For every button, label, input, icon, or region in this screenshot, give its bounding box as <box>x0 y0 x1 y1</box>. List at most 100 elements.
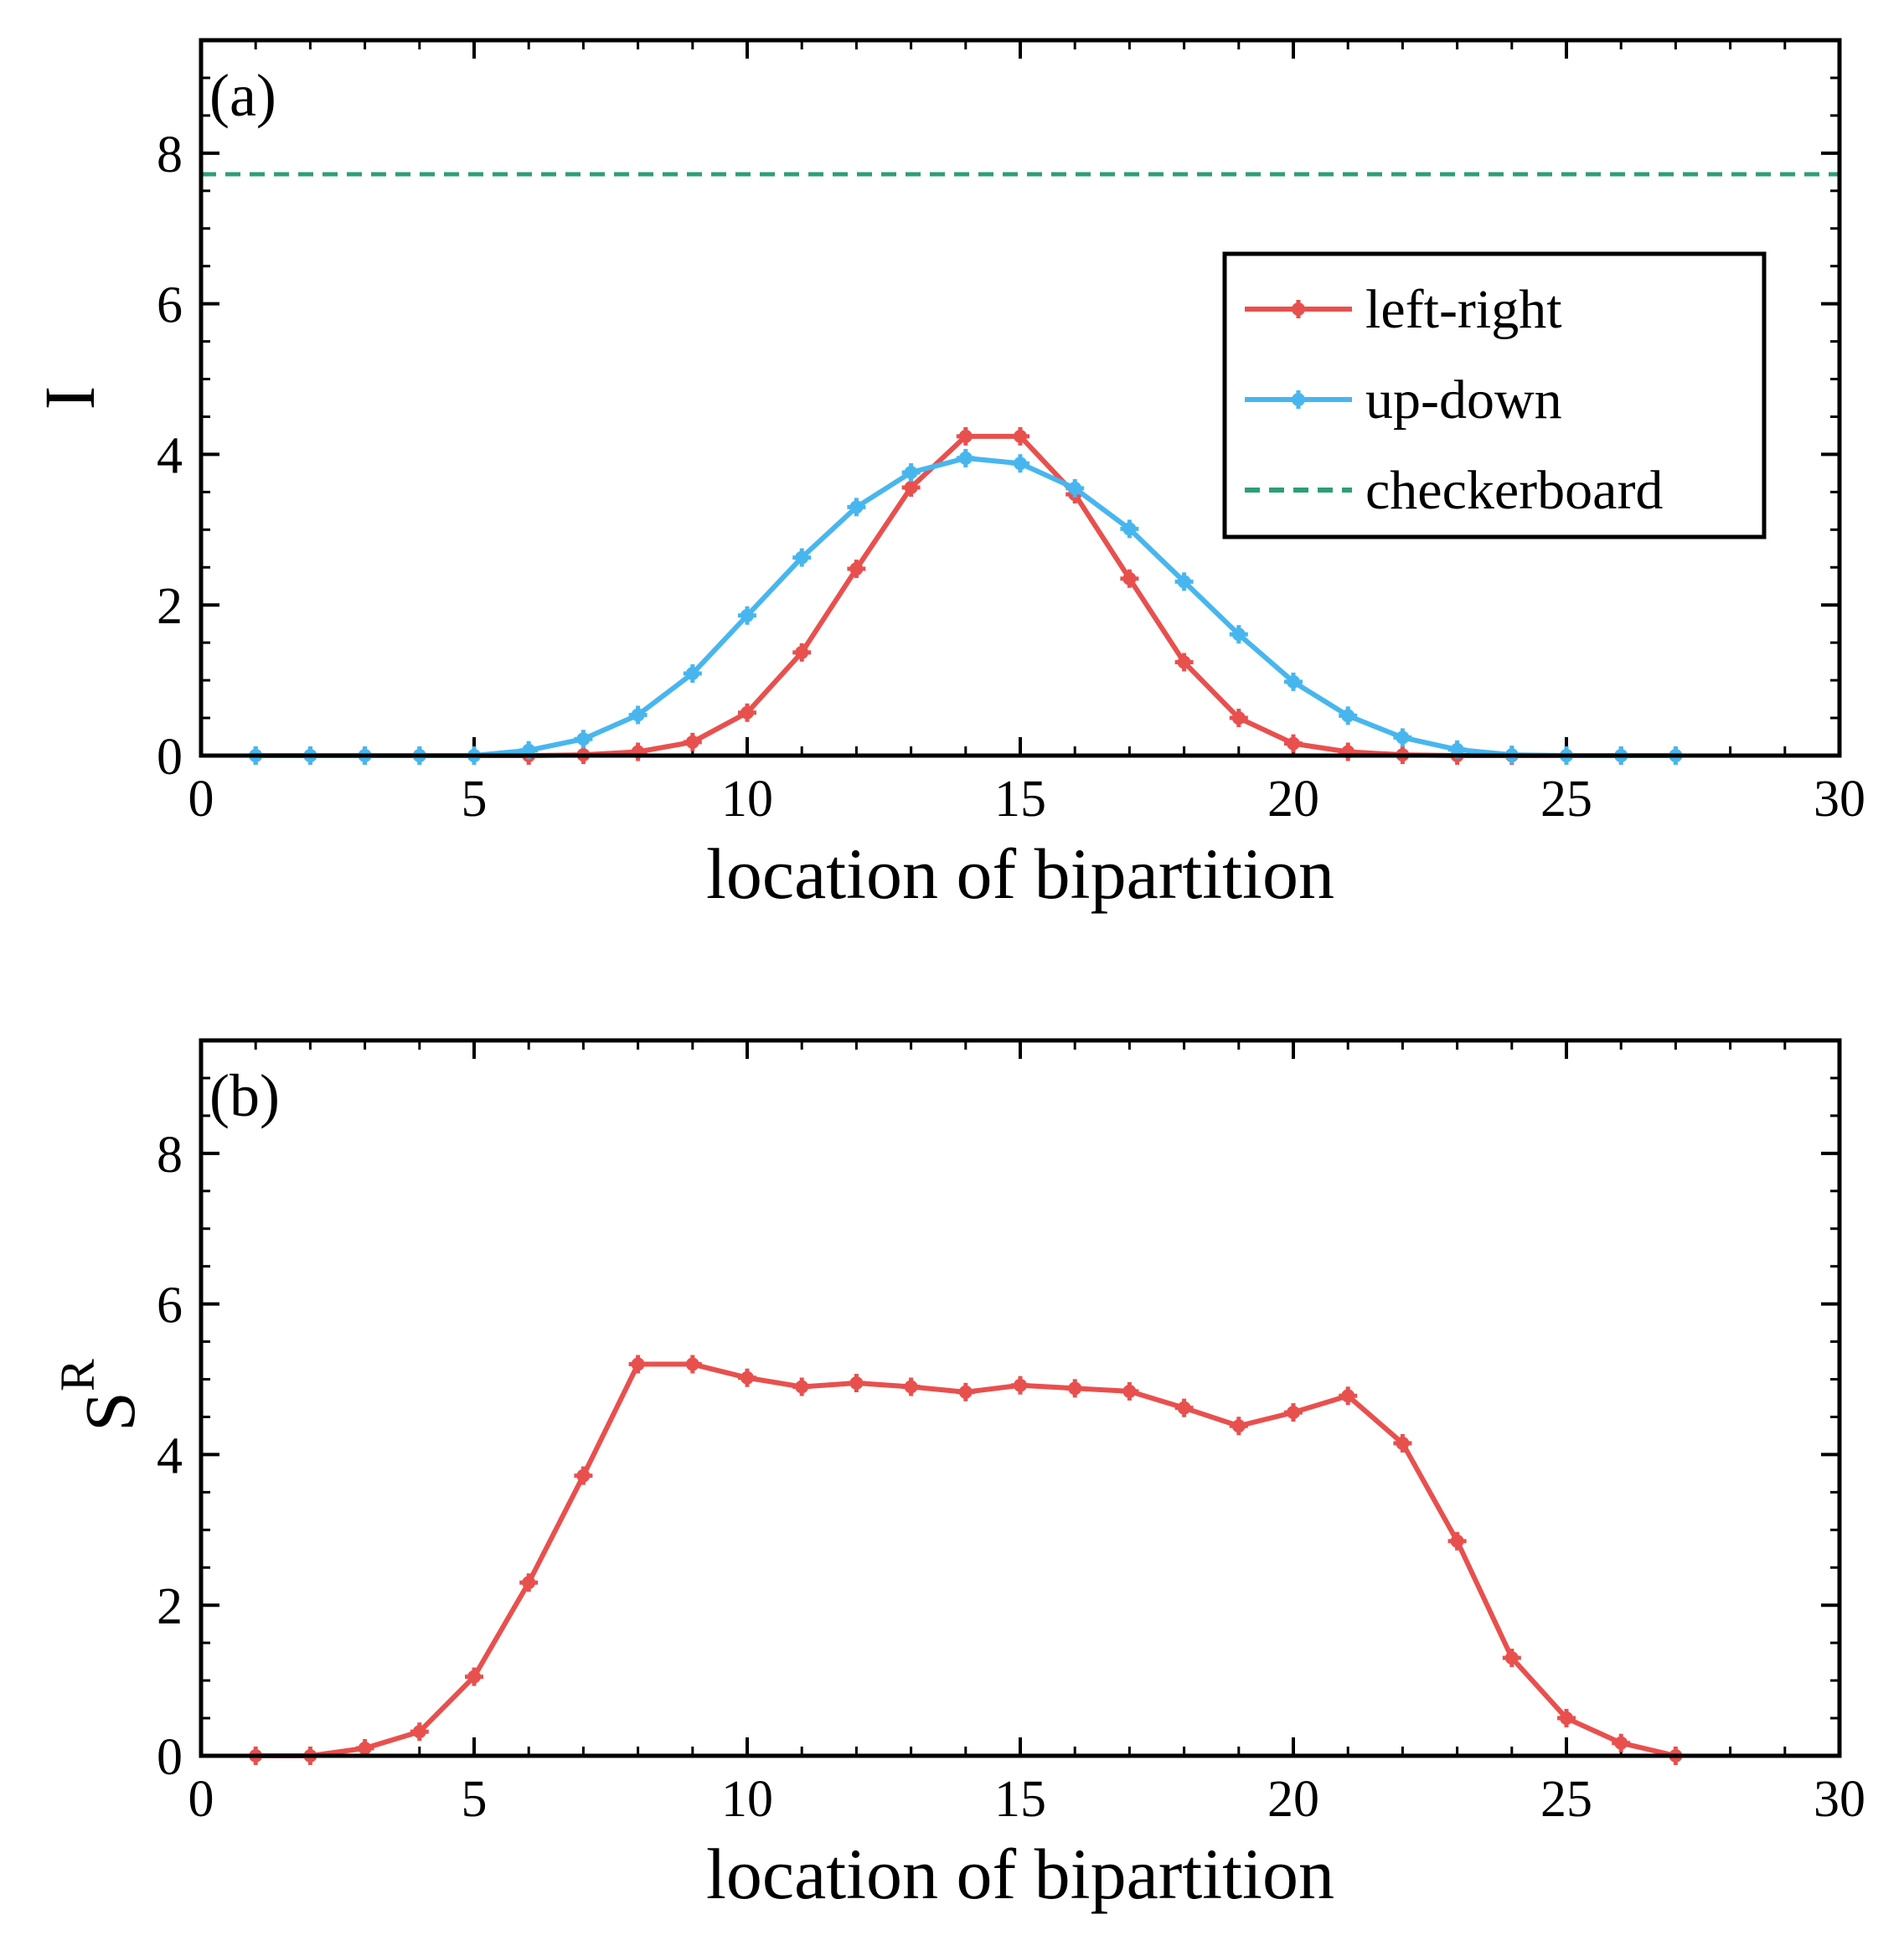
data-point-s-r <box>1011 1375 1029 1395</box>
x-tick-label: 20 <box>1267 1771 1319 1828</box>
x-tick-label: 10 <box>721 771 773 828</box>
panel-a-y-axis-label: I <box>29 386 110 410</box>
data-point-s-r <box>1339 1386 1358 1406</box>
x-tick-label: 30 <box>1814 771 1865 828</box>
data-point-left-right <box>956 426 975 446</box>
data-point-up-down <box>901 462 921 482</box>
legend-label-left-right: left-right <box>1365 279 1562 340</box>
data-point-left-right <box>1284 734 1303 753</box>
x-tick-label: 10 <box>721 1771 773 1828</box>
y-tick-label: 8 <box>157 1127 183 1184</box>
data-point-s-r <box>1066 1379 1085 1398</box>
panel-b: 0 5 10 15 20 25 30 0 2 4 6 8 (b) location of bipar… <box>50 1038 1866 1914</box>
data-point-up-down <box>574 730 593 749</box>
data-point-up-down <box>738 606 756 625</box>
legend-entry-up-down: up-down <box>1245 369 1562 431</box>
data-point-left-right <box>1339 742 1358 761</box>
data-point-left-right <box>1011 426 1029 446</box>
panel-a-x-tick-labels: 0 5 10 15 20 25 30 <box>188 771 1866 828</box>
data-point-s-r <box>847 1374 866 1393</box>
legend-box <box>1222 251 1767 539</box>
legend-entries: left-right up-down checkerboard <box>1245 279 1663 521</box>
data-point-s-r <box>1284 1403 1303 1422</box>
panel-b-frame <box>199 1038 1842 1758</box>
data-point-up-down <box>1339 706 1358 725</box>
data-point-up-down <box>628 705 648 725</box>
y-tick-label: 0 <box>157 1729 183 1786</box>
panel-b-ticks <box>199 1040 1841 1757</box>
data-point-s-r <box>410 1722 429 1742</box>
panel-a-y-tick-labels: 0 2 4 6 8 <box>157 126 183 786</box>
data-point-s-r <box>1502 1649 1521 1668</box>
legend-label-checkerboard: checkerboard <box>1365 460 1663 521</box>
data-point-up-down <box>1229 625 1248 644</box>
data-point-up-down <box>1120 519 1139 539</box>
y-tick-label: 6 <box>157 1277 183 1334</box>
data-point-s-r <box>792 1377 812 1396</box>
data-point-s-r <box>519 1573 539 1592</box>
x-tick-label: 25 <box>1540 771 1592 828</box>
data-point-left-right <box>792 643 812 662</box>
y-tick-label: 6 <box>157 277 183 334</box>
panel-a-legend: left-right up-down checkerboard <box>1222 251 1767 539</box>
panel-a-x-axis-label: location of bipartition <box>706 833 1334 914</box>
x-tick-label: 30 <box>1814 1771 1865 1828</box>
data-point-left-right <box>847 560 866 579</box>
x-tick-label: 20 <box>1267 771 1319 828</box>
data-point-left-right <box>1174 653 1194 672</box>
y-tick-label: 0 <box>157 729 183 786</box>
data-point-up-down <box>683 664 702 684</box>
legend-entry-checkerboard: checkerboard <box>1245 460 1663 521</box>
data-point-up-down <box>1393 728 1412 747</box>
data-point-s-r <box>1393 1433 1412 1453</box>
data-point-s-r <box>1120 1381 1139 1401</box>
data-point-s-r <box>683 1355 702 1374</box>
data-point-s-r <box>956 1382 975 1401</box>
x-tick-label: 15 <box>994 771 1046 828</box>
panel-b-series <box>246 1355 1685 1765</box>
data-point-s-r <box>1612 1733 1631 1752</box>
data-point-s-r <box>1447 1531 1467 1551</box>
panel-b-x-tick-labels: 0 5 10 15 20 25 30 <box>188 1771 1866 1828</box>
y-tick-label: 2 <box>157 578 183 635</box>
x-tick-label: 0 <box>188 1771 214 1828</box>
series-line-s-r <box>255 1361 1677 1758</box>
legend-entry-left-right: left-right <box>1245 279 1562 340</box>
panel-a-frame <box>199 38 1842 758</box>
data-point-s-r <box>465 1667 483 1686</box>
data-point-s-r <box>1174 1398 1194 1417</box>
data-point-s-r <box>901 1377 921 1396</box>
data-point-left-right <box>1120 569 1139 588</box>
panel-b-y-axis-label-superscript: R <box>50 1359 105 1391</box>
legend-label-up-down: up-down <box>1365 369 1562 431</box>
y-tick-label: 4 <box>157 1427 183 1484</box>
panel-b-tag: (b) <box>209 1062 280 1129</box>
panel-b-y-tick-labels: 0 2 4 6 8 <box>157 1127 183 1786</box>
panel-b-y-axis-label: S R <box>50 1359 150 1432</box>
data-point-s-r <box>628 1355 648 1374</box>
data-point-up-down <box>1174 572 1194 591</box>
data-point-s-r <box>574 1466 593 1485</box>
data-point-s-r <box>1229 1417 1248 1436</box>
panel-b-x-axis-label: location of bipartition <box>706 1834 1334 1914</box>
data-point-up-down <box>1011 454 1029 473</box>
x-tick-label: 5 <box>462 771 488 828</box>
data-point-left-right <box>1229 709 1248 728</box>
x-tick-label: 0 <box>188 771 214 828</box>
panel-a: 0 5 10 15 20 25 30 0 2 4 6 8 (a) location of bipar… <box>29 38 1866 914</box>
data-point-up-down <box>956 448 975 467</box>
y-tick-label: 4 <box>157 427 183 484</box>
data-point-s-r <box>1557 1709 1576 1728</box>
data-point-left-right <box>628 742 648 761</box>
x-tick-label: 25 <box>1540 1771 1592 1828</box>
data-point-up-down <box>847 498 866 517</box>
panel-a-tag: (a) <box>209 62 276 129</box>
data-point-s-r <box>738 1368 756 1387</box>
panel-b-y-axis-label-main: S <box>70 1391 150 1432</box>
x-tick-label: 5 <box>462 1771 488 1828</box>
data-point-left-right <box>683 732 702 751</box>
y-tick-label: 2 <box>157 1578 183 1635</box>
data-point-up-down <box>792 548 812 567</box>
y-tick-label: 8 <box>157 126 183 183</box>
